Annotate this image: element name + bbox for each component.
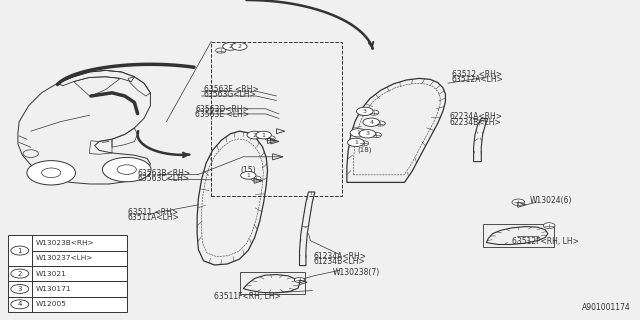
Text: W12005: W12005 (36, 301, 67, 307)
Bar (32, 266, 127, 281)
Text: 63563D<RH>: 63563D<RH> (195, 105, 249, 114)
Text: 3: 3 (365, 131, 369, 136)
Text: A901001174: A901001174 (582, 303, 630, 312)
Circle shape (216, 48, 226, 53)
Bar (32, 235, 127, 251)
Text: 61234A<RH>: 61234A<RH> (314, 252, 367, 261)
Circle shape (358, 141, 369, 146)
Text: 2: 2 (18, 271, 22, 276)
Text: 63563B<RH>: 63563B<RH> (138, 169, 191, 178)
Circle shape (102, 157, 151, 182)
Circle shape (251, 176, 261, 181)
Circle shape (350, 129, 367, 137)
Circle shape (363, 118, 380, 126)
Bar (8, 235, 32, 266)
Text: 4: 4 (369, 120, 373, 125)
Circle shape (371, 132, 381, 138)
Text: 1: 1 (246, 173, 250, 178)
Circle shape (241, 172, 256, 179)
Text: 63511 <RH>: 63511 <RH> (128, 208, 178, 217)
Bar (32, 251, 127, 266)
Text: 3: 3 (17, 286, 22, 292)
Text: 2: 2 (228, 44, 232, 49)
Text: 2: 2 (253, 132, 257, 138)
Bar (32, 281, 127, 297)
Text: 63511A<LH>: 63511A<LH> (128, 213, 180, 222)
Bar (8, 266, 32, 281)
Circle shape (11, 246, 29, 255)
Text: W130237<LH>: W130237<LH> (36, 255, 93, 261)
Text: 63512 <RH>: 63512 <RH> (452, 70, 502, 79)
Text: 3: 3 (363, 109, 367, 114)
Bar (32, 297, 127, 312)
Text: 1: 1 (356, 130, 360, 135)
Text: 63563E <LH>: 63563E <LH> (195, 110, 249, 119)
Circle shape (369, 110, 379, 115)
Circle shape (512, 199, 525, 205)
Circle shape (11, 284, 29, 293)
Text: 1: 1 (354, 140, 358, 145)
Text: 63563G<LH>: 63563G<LH> (204, 90, 256, 99)
Circle shape (543, 223, 555, 228)
Text: W13023B<RH>: W13023B<RH> (36, 240, 95, 246)
Text: 1: 1 (17, 248, 22, 253)
Circle shape (232, 43, 247, 50)
Text: W13024(6): W13024(6) (530, 196, 572, 205)
Text: 2: 2 (237, 44, 241, 49)
Circle shape (375, 121, 385, 126)
Text: (15): (15) (241, 166, 256, 175)
Bar (211, 42, 342, 196)
Text: 63563C<LH>: 63563C<LH> (138, 174, 189, 183)
Circle shape (356, 107, 373, 116)
Text: 63511F<RH, LH>: 63511F<RH, LH> (214, 292, 281, 301)
Text: W13021: W13021 (36, 271, 67, 276)
Bar (8, 297, 32, 312)
Text: W130171: W130171 (36, 286, 72, 292)
Text: W130238(7): W130238(7) (333, 268, 380, 277)
Circle shape (247, 131, 262, 139)
Circle shape (256, 131, 271, 139)
Circle shape (348, 138, 364, 147)
Circle shape (223, 43, 238, 50)
Bar (240, 272, 305, 294)
Text: 62234B<LH>: 62234B<LH> (449, 118, 501, 127)
Text: 61234B<LH>: 61234B<LH> (314, 257, 365, 266)
Text: 63512A<LH>: 63512A<LH> (452, 75, 504, 84)
Circle shape (294, 277, 305, 283)
Circle shape (359, 130, 376, 138)
Text: 63563F <RH>: 63563F <RH> (204, 85, 259, 94)
Circle shape (11, 269, 29, 278)
Circle shape (11, 300, 29, 309)
Text: 4: 4 (18, 301, 22, 307)
Text: (18): (18) (357, 147, 372, 153)
Text: 1: 1 (262, 132, 266, 138)
Text: 63512F<RH, LH>: 63512F<RH, LH> (512, 237, 579, 246)
Bar (483, 224, 554, 247)
Bar (8, 281, 32, 297)
Circle shape (265, 136, 275, 141)
Text: 62234A<RH>: 62234A<RH> (449, 112, 502, 121)
Circle shape (27, 161, 76, 185)
